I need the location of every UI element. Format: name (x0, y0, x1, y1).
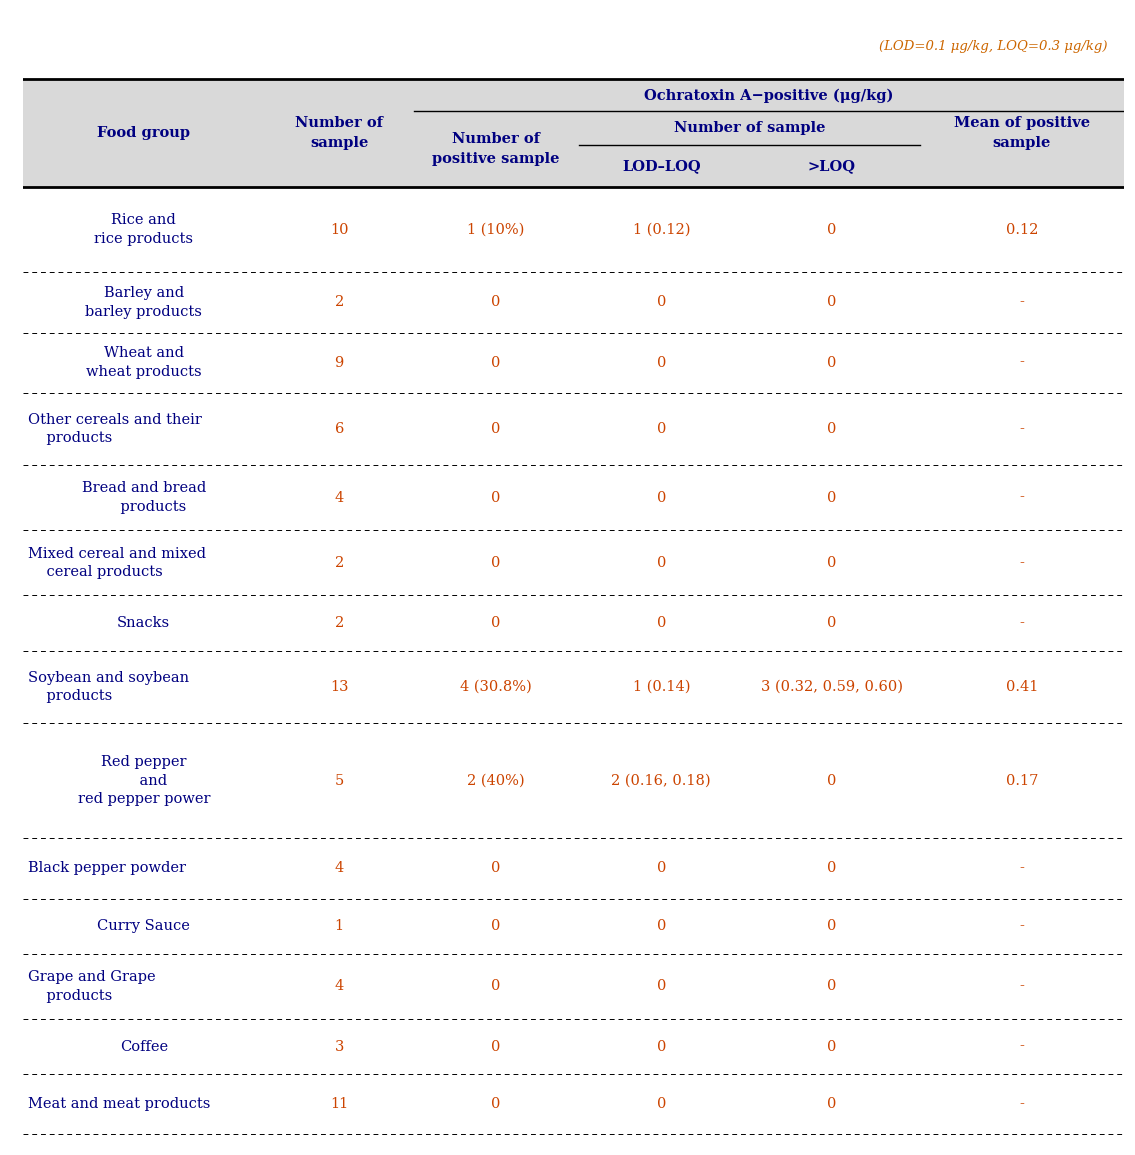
Text: Soybean and soybean
    products: Soybean and soybean products (28, 671, 190, 703)
Text: -: - (1019, 491, 1024, 505)
Text: 0: 0 (491, 356, 501, 370)
Text: 2 (40%): 2 (40%) (468, 774, 524, 788)
Text: 0: 0 (827, 616, 836, 631)
Text: 2: 2 (335, 296, 344, 310)
Text: 0: 0 (656, 491, 666, 505)
Text: >LOQ: >LOQ (808, 159, 856, 173)
Text: Number of
sample: Number of sample (295, 117, 384, 150)
Text: 0: 0 (827, 296, 836, 310)
Text: Food group: Food group (98, 126, 191, 140)
Text: 9: 9 (335, 356, 344, 370)
Text: -: - (1019, 919, 1024, 933)
Text: -: - (1019, 356, 1024, 370)
Text: Wheat and
wheat products: Wheat and wheat products (86, 346, 202, 379)
Text: 0: 0 (827, 356, 836, 370)
Text: 2: 2 (335, 556, 344, 569)
Text: Black pepper powder: Black pepper powder (28, 862, 186, 875)
Text: 0: 0 (656, 296, 666, 310)
Text: 2 (0.16, 0.18): 2 (0.16, 0.18) (612, 774, 711, 788)
Text: 10: 10 (330, 223, 348, 237)
Text: 4 (30.8%): 4 (30.8%) (460, 680, 532, 694)
Text: 4: 4 (335, 491, 344, 505)
Text: 0: 0 (827, 556, 836, 569)
Text: 0: 0 (656, 979, 666, 993)
Text: 0: 0 (491, 296, 501, 310)
Text: 6: 6 (335, 422, 344, 435)
Text: 0: 0 (827, 491, 836, 505)
Text: 2: 2 (335, 616, 344, 631)
Text: 0.41: 0.41 (1006, 680, 1039, 694)
Text: 0: 0 (491, 1040, 501, 1053)
Text: Rice and
rice products: Rice and rice products (94, 214, 193, 246)
Text: 1 (0.14): 1 (0.14) (632, 680, 690, 694)
Text: 0: 0 (491, 616, 501, 631)
Text: 0: 0 (656, 556, 666, 569)
Text: 0.17: 0.17 (1006, 774, 1039, 788)
Text: Snacks: Snacks (117, 616, 170, 631)
Text: LOD–LOQ: LOD–LOQ (622, 159, 700, 173)
Text: (LOD=0.1 μg/kg, LOQ=0.3 μg/kg): (LOD=0.1 μg/kg, LOQ=0.3 μg/kg) (878, 40, 1107, 53)
Text: 0: 0 (491, 422, 501, 435)
Text: 1 (10%): 1 (10%) (468, 223, 524, 237)
Text: Number of sample: Number of sample (673, 121, 825, 135)
Text: 13: 13 (330, 680, 348, 694)
Text: 0: 0 (656, 356, 666, 370)
Text: Curry Sauce: Curry Sauce (98, 919, 191, 933)
Text: 0: 0 (827, 1040, 836, 1053)
Text: 11: 11 (330, 1097, 348, 1111)
Text: 0: 0 (827, 979, 836, 993)
Text: Mixed cereal and mixed
    cereal products: Mixed cereal and mixed cereal products (28, 546, 207, 579)
Text: Number of
positive sample: Number of positive sample (432, 133, 560, 166)
Text: -: - (1019, 979, 1024, 993)
Text: 0: 0 (491, 862, 501, 875)
Text: 0: 0 (656, 422, 666, 435)
Text: Bread and bread
    products: Bread and bread products (82, 482, 205, 514)
Text: Ochratoxin A−positive (μg/kg): Ochratoxin A−positive (μg/kg) (644, 88, 893, 103)
Text: Barley and
barley products: Barley and barley products (85, 286, 202, 319)
Text: Red pepper
    and
red pepper power: Red pepper and red pepper power (77, 755, 210, 806)
Text: 0: 0 (827, 774, 836, 788)
Text: 0: 0 (491, 556, 501, 569)
Text: 5: 5 (335, 774, 344, 788)
Text: 0: 0 (827, 422, 836, 435)
Text: 0: 0 (491, 491, 501, 505)
Text: 0: 0 (827, 919, 836, 933)
Text: 3: 3 (335, 1040, 344, 1053)
Text: -: - (1019, 1040, 1024, 1053)
Text: -: - (1019, 862, 1024, 875)
Text: 0: 0 (656, 919, 666, 933)
Bar (23, 80, 1124, 187)
Text: 1 (0.12): 1 (0.12) (632, 223, 690, 237)
Text: 0.12: 0.12 (1006, 223, 1039, 237)
Text: -: - (1019, 1097, 1024, 1111)
Text: 3 (0.32, 0.59, 0.60): 3 (0.32, 0.59, 0.60) (760, 680, 903, 694)
Text: 0: 0 (656, 1040, 666, 1053)
Text: 4: 4 (335, 979, 344, 993)
Text: -: - (1019, 422, 1024, 435)
Text: 1: 1 (335, 919, 344, 933)
Text: 4: 4 (335, 862, 344, 875)
Text: Other cereals and their
    products: Other cereals and their products (28, 412, 202, 445)
Text: 0: 0 (491, 1097, 501, 1111)
Text: 0: 0 (491, 979, 501, 993)
Text: 0: 0 (827, 223, 836, 237)
Text: 0: 0 (491, 919, 501, 933)
Text: Grape and Grape
    products: Grape and Grape products (28, 970, 155, 1003)
Text: 0: 0 (656, 616, 666, 631)
Text: 0: 0 (656, 862, 666, 875)
Text: 0: 0 (656, 1097, 666, 1111)
Text: Coffee: Coffee (119, 1040, 168, 1053)
Text: 0: 0 (827, 862, 836, 875)
Text: 0: 0 (827, 1097, 836, 1111)
Text: -: - (1019, 556, 1024, 569)
Text: Mean of positive
sample: Mean of positive sample (953, 117, 1090, 150)
Text: -: - (1019, 616, 1024, 631)
Text: -: - (1019, 296, 1024, 310)
Text: Meat and meat products: Meat and meat products (28, 1097, 211, 1111)
